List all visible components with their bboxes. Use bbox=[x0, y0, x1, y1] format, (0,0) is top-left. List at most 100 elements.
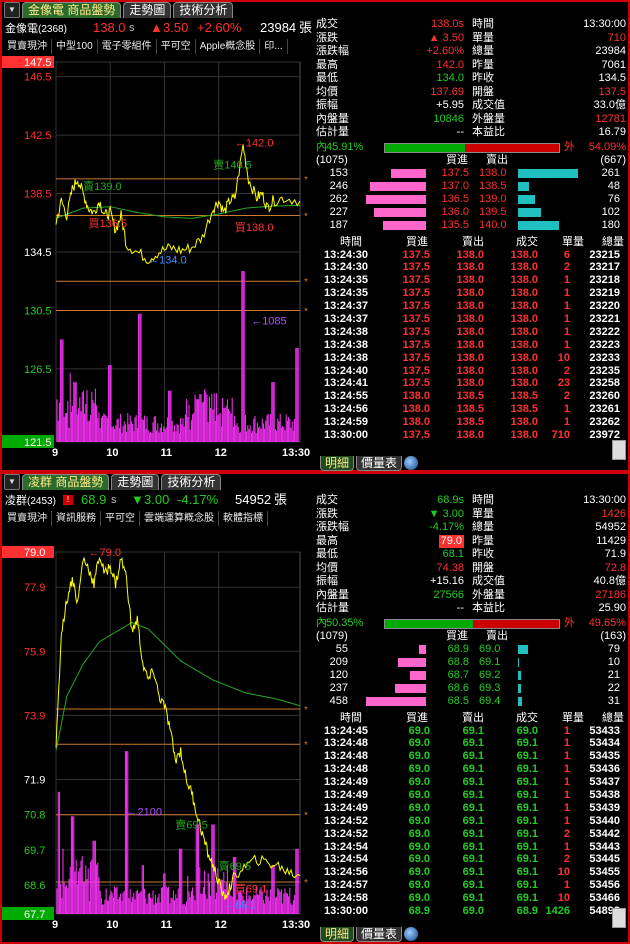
total-volume: 23984 bbox=[260, 20, 297, 35]
tab-technical-analysis[interactable]: 技術分析 bbox=[173, 2, 234, 18]
ask-bar bbox=[518, 644, 529, 654]
toolbar-item[interactable]: 平可空 bbox=[157, 39, 196, 54]
y-min-badge bbox=[2, 435, 54, 448]
tick-qty: 2 bbox=[563, 853, 570, 866]
intraday-chart[interactable]: 9 10 11 12 13:30 79.0 77.9 75.9 73.9 71.9 70.8 69.7… bbox=[0, 546, 316, 942]
price-line bbox=[55, 144, 301, 264]
scroll-handle[interactable] bbox=[612, 908, 626, 928]
toolbar-item[interactable]: 軟體指標 bbox=[219, 511, 268, 526]
tick-time: 13:24:48 bbox=[323, 750, 368, 763]
quote-label: 最高 bbox=[316, 58, 338, 71]
tick-ask: 138.0 bbox=[456, 428, 484, 441]
ask-price: 139.5 bbox=[479, 205, 507, 218]
order-book-row: 458 68.5 69.4 31 bbox=[316, 695, 626, 708]
tick-qty: 1 bbox=[563, 840, 570, 853]
globe-icon[interactable] bbox=[404, 456, 419, 470]
bid-qty: 227 bbox=[329, 205, 348, 218]
tick-row: 13:24:56 138.0 138.5 138.5 1 23261 bbox=[316, 403, 626, 416]
tick-price: 69.1 bbox=[516, 879, 538, 892]
chart-annotation: 買69.1 bbox=[235, 882, 267, 895]
intraday-chart[interactable]: 9 10 11 12 13:30 147.5 146.5 142.5 138.5 134.5 130… bbox=[0, 56, 316, 470]
quote-value: ▼ 3.00 bbox=[428, 507, 464, 520]
tick-qty: 10 bbox=[557, 892, 570, 905]
quote-label: 估計量 bbox=[316, 602, 349, 614]
down-arrow-icon: ▼ bbox=[131, 492, 144, 507]
toolbar-item[interactable]: 平可空 bbox=[101, 511, 140, 526]
tab-market-status[interactable]: 凌群 商品盤勢 bbox=[22, 474, 110, 490]
ratio-bar-inner bbox=[385, 619, 473, 628]
chart-annotation: 賣139.0 bbox=[83, 179, 122, 193]
toolbar-item[interactable]: 資訊服務 bbox=[52, 511, 101, 526]
tick-price: 69.1 bbox=[516, 776, 538, 789]
stock-name: 金像電 bbox=[5, 23, 38, 35]
tick-bid: 138.0 bbox=[402, 416, 430, 429]
bid-qty: 262 bbox=[329, 192, 348, 205]
tick-row: 13:24:41 137.5 138.0 138.0 23 23258 bbox=[316, 377, 626, 390]
toolbar-item[interactable]: 買賣現沖 bbox=[3, 511, 52, 526]
chart-annotation: ←2100 bbox=[126, 806, 161, 818]
tab-trend-chart[interactable]: 走勢圖 bbox=[111, 474, 160, 490]
tick-row: 13:24:48 69.0 69.1 69.1 1 53435 bbox=[316, 750, 626, 763]
tick-ask: 69.1 bbox=[462, 724, 484, 737]
tick-time: 13:24:49 bbox=[323, 801, 368, 814]
toolbar-item[interactable]: 中型100 bbox=[52, 39, 98, 54]
toolbar-item[interactable]: 雲端運算概念股 bbox=[140, 511, 219, 526]
tick-time: 13:24:38 bbox=[323, 351, 368, 364]
tick-bid: 69.0 bbox=[408, 763, 430, 776]
tab-details[interactable]: 明細 bbox=[320, 456, 355, 471]
tab-price-volume[interactable]: 價量表 bbox=[356, 456, 403, 471]
quote-row: 最低 68.1 昨收 71.9 bbox=[316, 548, 626, 562]
bid-qty: 187 bbox=[329, 218, 348, 231]
tab-technical-analysis[interactable]: 技術分析 bbox=[161, 474, 222, 490]
tick-bid: 137.5 bbox=[402, 312, 430, 325]
panel-menu-icon[interactable]: ▼ bbox=[4, 474, 20, 490]
ask-qty: 102 bbox=[601, 205, 620, 218]
volume-unit: 張 bbox=[299, 20, 313, 35]
tick-bid: 69.0 bbox=[408, 853, 430, 866]
quote-label: 內盤量 bbox=[316, 588, 349, 601]
volume-unit: 張 bbox=[274, 492, 288, 507]
quote-value: +2.60% bbox=[426, 45, 464, 57]
tab-details[interactable]: 明細 bbox=[320, 927, 355, 942]
ticks-col-head: 成交 bbox=[516, 235, 538, 248]
order-book-row: 187 135.5 140.0 180 bbox=[316, 219, 626, 232]
tick-qty: 2 bbox=[563, 261, 570, 274]
tick-price: 69.1 bbox=[516, 840, 538, 853]
outer-pct: 54.09% bbox=[588, 140, 626, 153]
ask-qty: 180 bbox=[601, 218, 620, 231]
toolbar-item[interactable]: 電子零組件 bbox=[98, 39, 157, 54]
tick-total: 23233 bbox=[589, 351, 620, 364]
tick-ask: 138.0 bbox=[456, 261, 484, 274]
x-tick-label: 12 bbox=[215, 919, 227, 931]
tab-market-status[interactable]: 金像電 商品盤勢 bbox=[22, 2, 122, 18]
up-arrow-icon: ▲ bbox=[150, 20, 163, 35]
bid-bar bbox=[398, 657, 426, 667]
quote-value: 137.69 bbox=[430, 85, 464, 98]
quote-label: 成交值 bbox=[472, 575, 505, 587]
tick-price: 69.1 bbox=[516, 788, 538, 801]
tick-price: 69.1 bbox=[516, 763, 538, 776]
tick-qty: 6 bbox=[563, 248, 570, 261]
ticks-col-head: 買進 bbox=[406, 235, 428, 248]
tick-ask: 69.1 bbox=[462, 879, 484, 892]
chart-annotation: 買136.5 bbox=[89, 217, 128, 230]
price-line bbox=[55, 556, 301, 900]
ask-total: (163) bbox=[600, 629, 626, 642]
bid-qty: 458 bbox=[329, 694, 348, 707]
reference-marker: * bbox=[304, 740, 308, 751]
panel-menu-icon[interactable]: ▼ bbox=[4, 2, 20, 18]
price-change-pct: +2.60% bbox=[197, 20, 242, 35]
y-tick-label: 130.5 bbox=[24, 305, 52, 317]
toolbar-item[interactable]: 買賣現沖 bbox=[3, 39, 52, 54]
globe-icon[interactable] bbox=[404, 927, 419, 941]
stock-toolbar: 買賣現沖 中型100 電子零組件 平可空 Apple概念股 印... bbox=[3, 39, 307, 54]
tick-qty: 2 bbox=[563, 364, 570, 377]
toolbar-item[interactable]: 印... bbox=[260, 39, 288, 54]
ask-price: 69.4 bbox=[479, 694, 501, 707]
tab-price-volume[interactable]: 價量表 bbox=[356, 927, 403, 942]
tab-trend-chart[interactable]: 走勢圖 bbox=[123, 2, 172, 18]
scroll-handle[interactable] bbox=[612, 440, 626, 460]
toolbar-item[interactable]: Apple概念股 bbox=[196, 39, 261, 54]
ticks-col-head: 賣出 bbox=[462, 235, 484, 248]
tick-total: 23262 bbox=[589, 416, 620, 429]
